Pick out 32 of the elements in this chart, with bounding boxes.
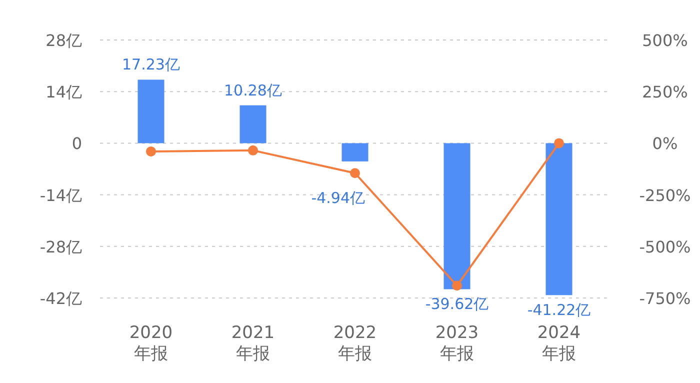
y-tick-label: -42亿: [40, 289, 82, 308]
y2-tick-label: 500%: [642, 31, 688, 50]
y-tick-label: -28亿: [40, 237, 82, 256]
point: [146, 146, 156, 156]
x-tick-label: 2020 年报: [129, 323, 173, 364]
y-tick-label: 0: [72, 134, 82, 154]
point: [248, 145, 258, 156]
y2-tick-label: 0%: [652, 134, 678, 154]
y-tick-label: 28亿: [46, 31, 82, 50]
y2-tick-label: -250%: [639, 186, 691, 205]
y-tick-label: 14亿: [46, 82, 82, 102]
y2-tick-label: -500%: [639, 237, 691, 256]
data-label: -41.22亿: [527, 301, 591, 320]
bar: [138, 80, 164, 144]
bar: [240, 105, 266, 144]
bar: [444, 143, 470, 290]
y2-tick-label: 250%: [642, 82, 688, 102]
data-label: -4.94亿: [311, 189, 365, 208]
data-label: 10.28亿: [224, 81, 282, 100]
y2-tick-label: -750%: [639, 289, 691, 308]
x-tick-label: 2021 年报: [231, 323, 275, 364]
point: [350, 168, 360, 178]
x-tick-label: 2022 年报: [333, 323, 377, 364]
x-tick-label: 2024 年报: [537, 323, 581, 364]
point: [554, 138, 564, 148]
bar: [546, 143, 572, 296]
data-label: -39.62亿: [425, 295, 489, 314]
data-label: 17.23亿: [122, 56, 180, 74]
bar: [342, 143, 368, 162]
point: [452, 280, 462, 291]
x-tick-label: 2023 年报: [435, 323, 479, 364]
y-tick-label: -14亿: [40, 186, 82, 205]
